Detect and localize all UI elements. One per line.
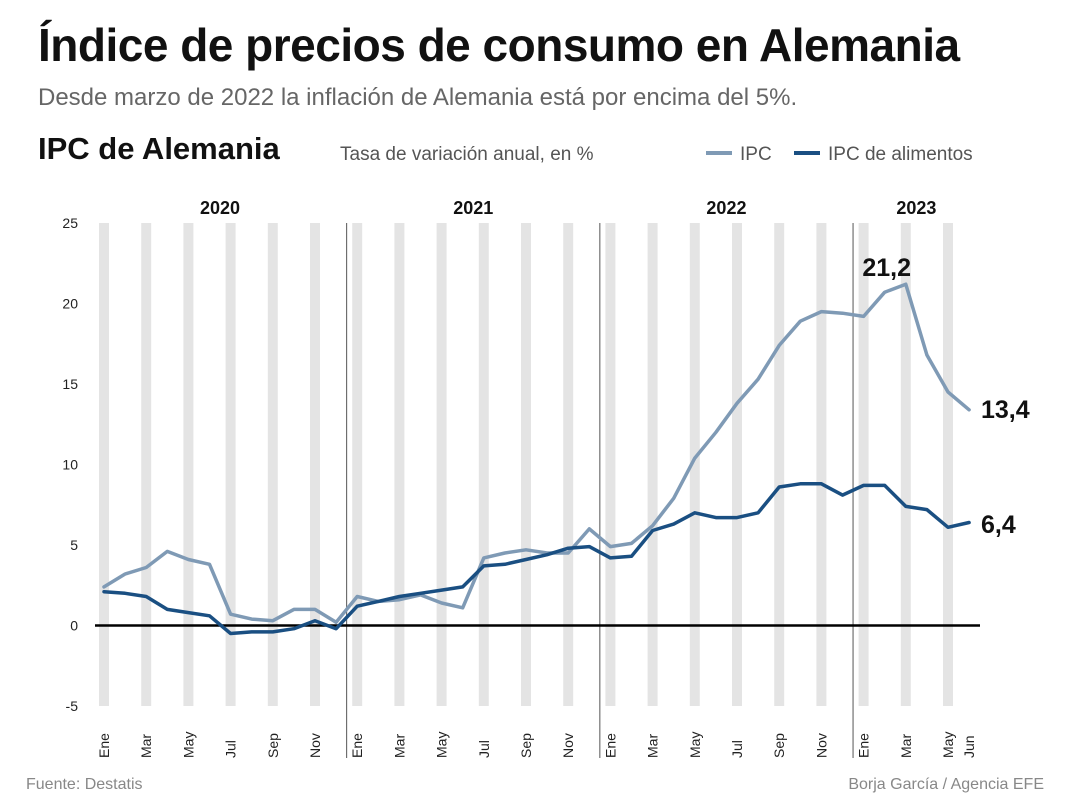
annotations: 21,2 13,4 6,4 — [862, 254, 1029, 539]
x-tick-label: Ene — [96, 733, 112, 758]
month-band — [99, 223, 109, 706]
series-lines — [102, 282, 971, 636]
x-tick-label: Jun — [961, 735, 977, 758]
x-tick-label: Mar — [898, 734, 914, 758]
month-band — [943, 223, 953, 706]
month-band — [183, 223, 194, 706]
month-bands — [99, 223, 953, 706]
y-tick-label: 20 — [62, 296, 78, 312]
year-label: 2023 — [896, 198, 936, 218]
year-label: 2020 — [200, 198, 240, 218]
food-line — [102, 482, 971, 636]
x-tick-label: Ene — [856, 733, 872, 758]
month-band — [900, 223, 911, 706]
x-tick-label: Sep — [265, 733, 281, 758]
y-tick-label: 5 — [70, 537, 78, 553]
y-tick-label: 0 — [70, 618, 78, 634]
x-tick-label: Jul — [476, 740, 492, 758]
month-band — [647, 223, 658, 706]
month-band — [774, 223, 785, 706]
x-tick-label: May — [940, 732, 956, 758]
x-tick-label: Sep — [518, 733, 534, 758]
annotation-ipc-end: 13,4 — [981, 396, 1030, 424]
month-band — [141, 223, 152, 706]
ipc-line — [102, 282, 971, 625]
credit-note: Borja García / Agencia EFE — [848, 776, 1044, 793]
legend-swatch-ipc — [706, 150, 732, 155]
legend-item-ipc: IPC — [706, 144, 772, 166]
legend-label-ipc: IPC — [740, 144, 772, 165]
annotation-peak: 21,2 — [862, 254, 911, 282]
month-band — [310, 223, 320, 706]
page-subtitle: Desde marzo de 2022 la inflación de Alem… — [38, 84, 798, 111]
source-note: Fuente: Destatis — [26, 776, 143, 793]
x-tick-label: Sep — [771, 733, 787, 758]
y-tick-label: 15 — [62, 376, 78, 392]
x-tick-label: Jul — [223, 740, 239, 758]
month-band — [563, 223, 574, 706]
x-tick-label: Nov — [307, 733, 323, 758]
chart-title: IPC de Alemania — [38, 131, 280, 166]
month-band — [394, 223, 405, 706]
x-tick-label: Mar — [391, 734, 407, 758]
month-band — [267, 223, 278, 706]
y-axis: -5 0 5 10 15 20 25 — [62, 215, 78, 714]
x-axis: Ene Mar May Jul Sep Nov Ene Mar May Jul Sep Nov Ene M… — [96, 732, 977, 758]
y-tick-label: -5 — [66, 698, 79, 714]
year-label: 2022 — [706, 198, 746, 218]
page-title: Índice de precios de consumo en Alemania — [38, 19, 960, 71]
month-band — [478, 223, 489, 706]
x-tick-label: May — [180, 732, 196, 758]
x-tick-label: Ene — [349, 733, 365, 758]
month-band — [352, 223, 363, 706]
y-tick-label: 10 — [62, 457, 78, 473]
month-band — [732, 223, 742, 706]
x-tick-label: May — [434, 732, 450, 758]
x-tick-label: Mar — [645, 734, 661, 758]
year-label: 2021 — [453, 198, 493, 218]
x-tick-label: Jul — [729, 740, 745, 758]
chart-unit-label: Tasa de variación anual, en % — [340, 144, 594, 165]
x-tick-label: Nov — [560, 733, 576, 758]
legend-swatch-food — [794, 150, 820, 155]
x-tick-label: Ene — [602, 733, 618, 758]
x-tick-label: Nov — [813, 733, 829, 758]
month-band — [816, 223, 827, 706]
month-band — [858, 223, 869, 706]
y-tick-label: 25 — [62, 215, 78, 231]
year-labels: 2020 2021 2022 2023 — [200, 198, 936, 218]
month-band — [225, 223, 236, 706]
month-band — [521, 223, 531, 706]
month-band — [436, 223, 447, 706]
annotation-food-end: 6,4 — [981, 511, 1016, 539]
x-tick-label: May — [687, 732, 703, 758]
legend-label-food: IPC de alimentos — [828, 144, 973, 165]
x-tick-label: Mar — [138, 734, 154, 758]
legend-item-food: IPC de alimentos — [794, 144, 973, 166]
month-band — [689, 223, 700, 706]
month-band — [605, 223, 616, 706]
